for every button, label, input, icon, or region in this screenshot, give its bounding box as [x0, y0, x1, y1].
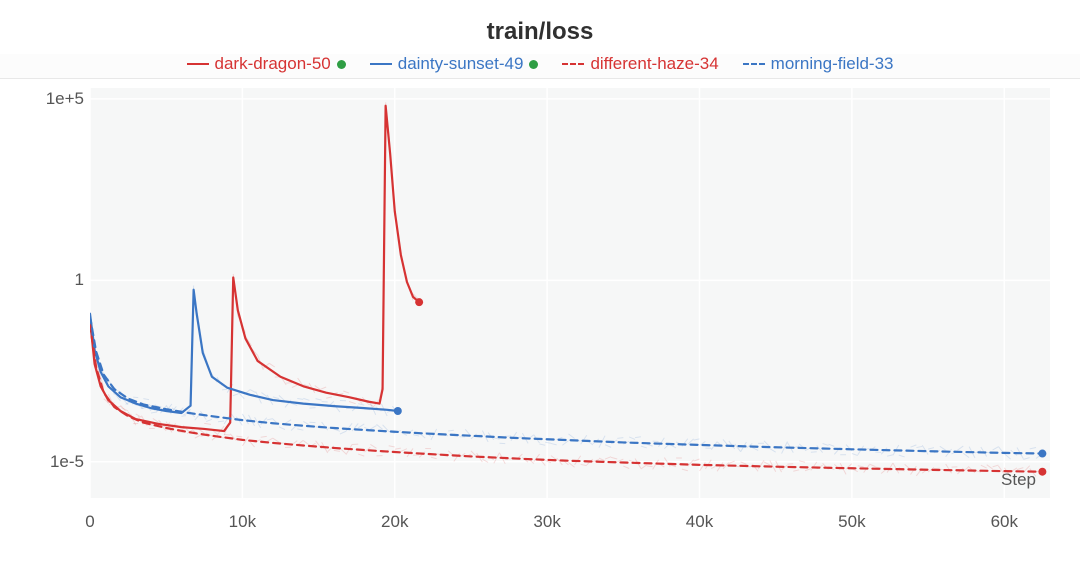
x-axis: 010k20k30k40k50k60k: [90, 498, 1050, 548]
legend-item-dark-dragon-50[interactable]: dark-dragon-50: [187, 54, 346, 74]
legend: dark-dragon-50 dainty-sunset-49 different-…: [0, 54, 1080, 79]
legend-swatch: [187, 63, 209, 65]
x-tick-label: 60k: [991, 512, 1018, 532]
series-end-morning-field-33: [1038, 450, 1046, 458]
series-end-dainty-sunset-49: [394, 407, 402, 415]
y-axis: 1e-5 1 1e+5: [0, 88, 84, 498]
chart-container: train/loss dark-dragon-50 dainty-sunset-4…: [0, 0, 1080, 567]
legend-label: dark-dragon-50: [215, 54, 331, 74]
chart-title: train/loss: [0, 18, 1080, 46]
legend-label: morning-field-33: [771, 54, 894, 74]
legend-label: different-haze-34: [590, 54, 718, 74]
series-end-different-haze-34: [1038, 468, 1046, 476]
plot-svg: [90, 88, 1050, 498]
plot-area[interactable]: Step: [90, 88, 1050, 498]
series-end-dark-dragon-50: [415, 298, 423, 306]
legend-item-morning-field-33[interactable]: morning-field-33: [743, 54, 894, 74]
y-tick-label: 1e-5: [50, 452, 84, 472]
legend-item-dainty-sunset-49[interactable]: dainty-sunset-49: [370, 54, 539, 74]
legend-swatch: [562, 63, 584, 65]
x-tick-label: 50k: [838, 512, 865, 532]
legend-swatch: [370, 63, 392, 65]
x-tick-label: 30k: [533, 512, 560, 532]
x-tick-label: 10k: [229, 512, 256, 532]
x-tick-label: 40k: [686, 512, 713, 532]
legend-swatch: [743, 63, 765, 65]
x-tick-label: 0: [85, 512, 94, 532]
y-tick-label: 1e+5: [46, 89, 84, 109]
series-dainty-sunset-49[interactable]: [90, 290, 398, 413]
x-tick-label: 20k: [381, 512, 408, 532]
legend-item-different-haze-34[interactable]: different-haze-34: [562, 54, 718, 74]
status-dot-icon: [337, 60, 346, 69]
legend-label: dainty-sunset-49: [398, 54, 524, 74]
series-dark-dragon-50[interactable]: [90, 106, 419, 431]
y-tick-label: 1: [75, 270, 84, 290]
status-dot-icon: [529, 60, 538, 69]
